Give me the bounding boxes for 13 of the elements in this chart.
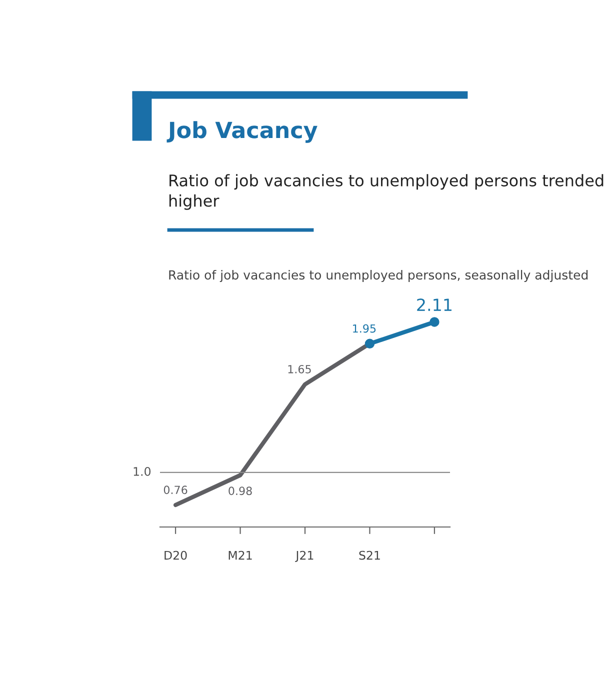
x-tick-label: M21 xyxy=(228,550,252,560)
x-tick-label: J21 xyxy=(295,550,314,562)
ref-line-label: 1.0 xyxy=(134,466,151,476)
data-label: 0.76 xyxy=(164,486,188,494)
chart-subtitle: Ratio of job vacancies to unemployed persons trended higher xyxy=(169,174,604,210)
data-label: 1.95 xyxy=(353,324,376,333)
data-label: 1.65 xyxy=(288,364,311,374)
text: Ratio of job vacancies to unemployed persons, seasonally adjusted xyxy=(169,270,588,282)
x-tick-label: S21 xyxy=(359,550,380,560)
chart-title: Job Vacancy xyxy=(166,121,318,143)
data-label: 0.98 xyxy=(228,486,252,496)
data-label: 2.11 xyxy=(417,298,452,311)
x-tick-label: D20 xyxy=(164,550,187,560)
